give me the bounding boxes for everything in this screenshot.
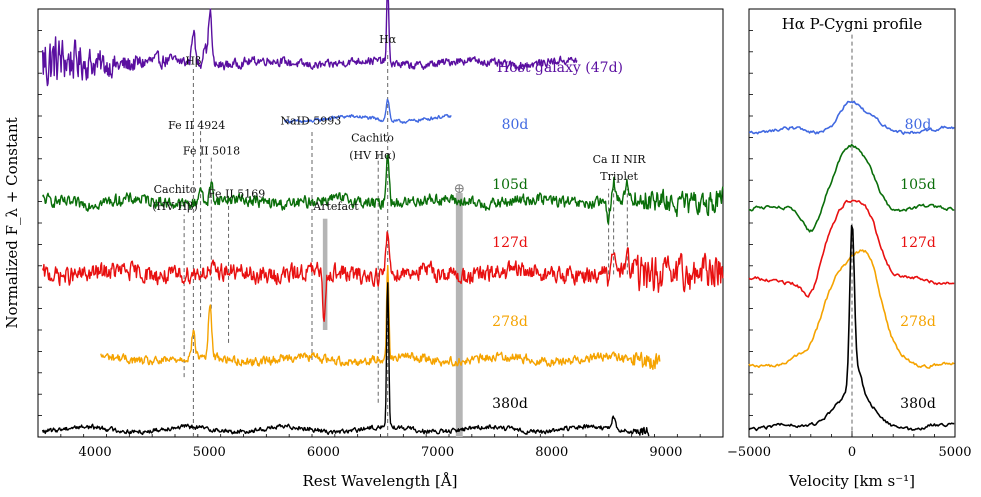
epoch-label: 80d [502, 117, 529, 133]
spectrum-380d [41, 282, 650, 437]
shaded-band [455, 193, 463, 437]
annotation: (HV Hβ) [152, 200, 198, 213]
spectrum-105d [41, 154, 724, 225]
epoch-label: 278d [492, 314, 528, 330]
spectra-series [41, 0, 724, 437]
profile-epoch-label: 105d [900, 177, 936, 193]
annotation: Hα [379, 33, 397, 46]
spectrum-127d [41, 231, 724, 322]
x-tick-label: 4000 [79, 445, 112, 460]
profile-title: Hα P-Cygni profile [782, 15, 923, 33]
annotation: Cachito [154, 183, 197, 196]
x-tick-label: 7000 [421, 445, 454, 460]
profile-105d [748, 143, 955, 233]
velocity-tick-label: −5000 [727, 445, 771, 460]
profile-80d [748, 100, 955, 135]
velocity-axis-label: Velocity [km s⁻¹] [788, 472, 915, 490]
velocity-axis-ticks: −5000 0 5000 [727, 8, 972, 460]
epoch-labels: Host galaxy (47d) 80d 105d 127d 278d 380d [492, 60, 623, 412]
spectrum-80d [283, 98, 452, 124]
velocity-tick-label: 0 [848, 445, 856, 460]
shaded-band [322, 218, 328, 330]
annotation: Fe II 4924 [168, 119, 225, 132]
x-axis-label: Rest Wavelength [Å] [302, 472, 457, 490]
annotation: Cachito [351, 132, 394, 145]
y-axis-label: Normalized F_λ + Constant [3, 117, 21, 328]
line-markers [183, 51, 628, 437]
annotation: Artefact [312, 200, 359, 213]
annotation: Ca II NIR [593, 153, 647, 166]
annotation: Hβ [185, 55, 201, 68]
x-tick-label: 5000 [193, 445, 226, 460]
annotation: (HV Hα) [349, 149, 396, 162]
profile-127d [748, 199, 955, 298]
x-tick-label: 9000 [649, 445, 682, 460]
spectrum-host-galaxy-47d- [41, 0, 578, 87]
epoch-label: 127d [492, 235, 528, 251]
profile-epoch-label: 80d [905, 117, 932, 133]
profile-panel: 80d 105d 127d 278d 380d −5000 0 5000 Hα P-Cygn… [727, 8, 972, 490]
epoch-label: 380d [492, 396, 528, 412]
annotation: Fe II 5018 [183, 145, 240, 158]
annotation: Triplet [600, 170, 638, 183]
profile-series [748, 100, 955, 432]
profile-epoch-label: 278d [900, 314, 936, 330]
epoch-label: 105d [492, 177, 528, 193]
shaded-bands [322, 193, 463, 437]
profile-epoch-label: 380d [900, 396, 936, 412]
spectrum-278d [100, 265, 661, 370]
annotation: Fe II 5169 [208, 187, 265, 200]
spectra-panel: Hβ Hα Fe II 4924 Fe II 5018 Fe II 5169 NaID 5… [3, 0, 724, 490]
x-tick-label: 6000 [307, 445, 340, 460]
line-annotations: Hβ Hα Fe II 4924 Fe II 5018 Fe II 5169 NaID 5… [152, 33, 646, 213]
profile-epoch-labels: 80d 105d 127d 278d 380d [900, 117, 936, 412]
x-axis-ticks: 4000 5000 6000 7000 8000 9000 [37, 8, 724, 460]
profile-380d [748, 224, 955, 432]
velocity-tick-label: 5000 [938, 445, 971, 460]
annotation: ⊕ [453, 181, 465, 197]
profile-epoch-label: 127d [900, 235, 936, 251]
x-tick-label: 8000 [535, 445, 568, 460]
epoch-label: Host galaxy (47d) [497, 60, 623, 76]
annotation: NaID 5993 [280, 115, 341, 128]
profile-278d [748, 249, 955, 369]
